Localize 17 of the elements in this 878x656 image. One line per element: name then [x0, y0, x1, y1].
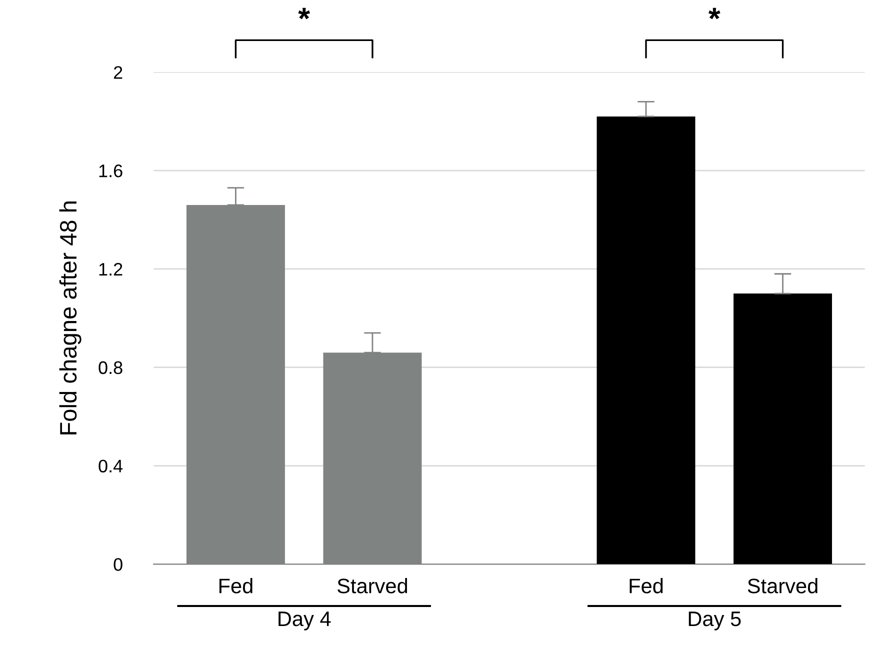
text: * — [708, 8, 720, 20]
text: Day 5 — [688, 612, 741, 630]
bar — [734, 294, 832, 564]
y-tick-label: 2 — [114, 66, 122, 79]
y-axis-title: Fold chagne after 48 h — [59, 202, 82, 434]
bar — [596, 116, 696, 564]
x-tick-label: Fed — [630, 578, 663, 594]
y-tick-label: 0.8 — [98, 361, 122, 374]
x-tick-label: Starved — [748, 578, 818, 594]
x-tick-label: Fed — [219, 578, 252, 594]
y-tick-label: 0.4 — [98, 460, 123, 472]
text: Day 4 — [278, 612, 331, 630]
y-tick-label: 1.6 — [99, 164, 122, 178]
x-tick-label: Starved — [338, 578, 408, 594]
text: * — [298, 8, 310, 20]
y-tick-label: 0 — [114, 558, 122, 571]
y-tick-label: 1.2 — [99, 262, 122, 276]
